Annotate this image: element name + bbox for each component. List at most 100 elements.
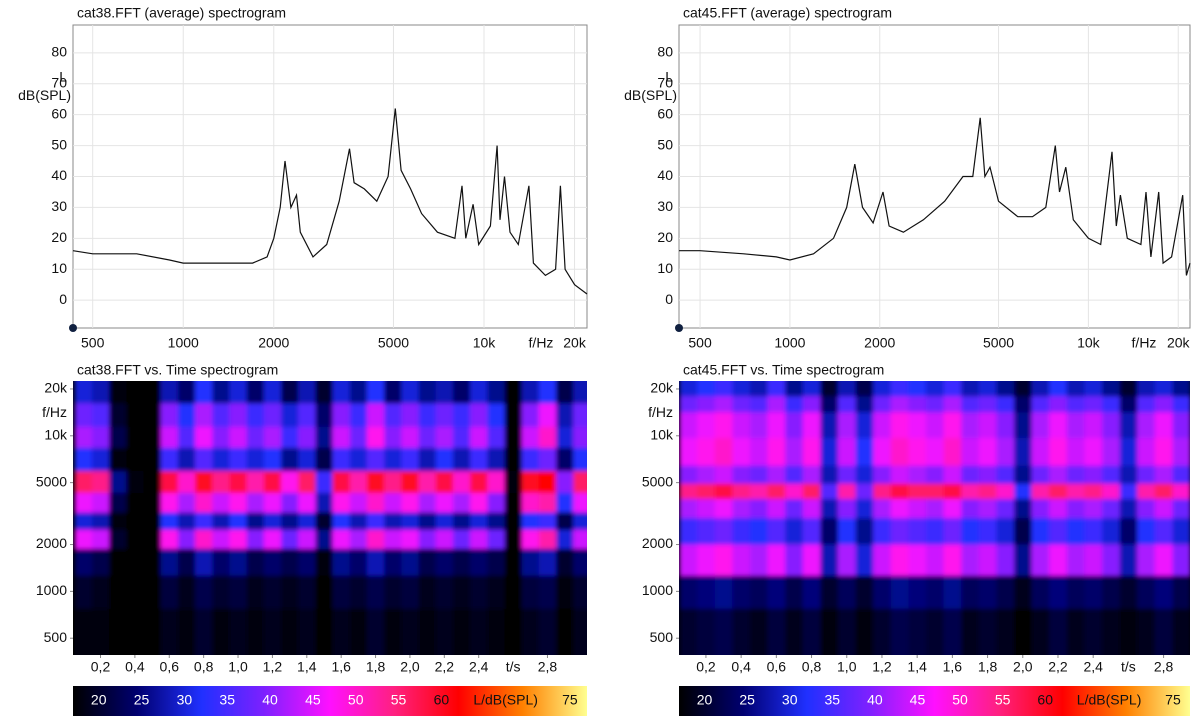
colorbar-tick-label: 25 (134, 692, 150, 708)
heatmap-cell (802, 396, 821, 413)
heatmap-cell (1154, 498, 1173, 519)
heatmap-cell (1013, 575, 1033, 610)
heatmap-cell (487, 471, 505, 494)
heatmap-cell (315, 426, 334, 449)
heatmap-cell (177, 381, 196, 405)
heatmap-cell (195, 426, 213, 449)
heatmap-cell (908, 575, 927, 610)
heatmap-cell (1084, 575, 1103, 610)
heatmap-cell (996, 465, 1015, 485)
heatmap-cell (126, 575, 144, 610)
heatmap-cell (820, 518, 839, 546)
heatmap-cell (384, 548, 402, 576)
heatmap-cell (143, 529, 162, 550)
heatmap-cell (74, 529, 93, 550)
y-tick-label: 0 (665, 291, 673, 307)
heatmap-cell (978, 412, 997, 439)
heatmap-cell (908, 544, 927, 576)
heatmap-cell (996, 381, 1015, 397)
heatmap-cell (961, 575, 980, 610)
heatmap-cell (1049, 518, 1068, 546)
heatmap-cell (281, 403, 299, 428)
heatmap-cell (1031, 575, 1050, 610)
heatmap-cell (908, 483, 927, 500)
heatmap-cells (679, 381, 1190, 655)
heatmap-cell (470, 548, 488, 576)
heatmap-cell (109, 492, 127, 513)
heatmap-cell (749, 381, 769, 397)
heatmap-cell (1119, 483, 1138, 500)
heatmap-cell (109, 608, 127, 655)
heatmap-cell (298, 447, 316, 472)
heatmap-cell (246, 512, 265, 531)
heatmap-cell (1101, 608, 1121, 655)
heatmap-cell (366, 529, 385, 550)
heatmap-cell (366, 447, 385, 472)
heatmap-cell (1137, 437, 1156, 467)
heatmap-cell (1137, 608, 1156, 655)
heatmap-cell (504, 548, 523, 576)
colorbar-tick-label: 50 (952, 692, 968, 708)
heatmap-cell (195, 512, 213, 531)
heatmap-cell (732, 575, 751, 610)
heatmap-cell (281, 608, 299, 655)
heatmap-cell (714, 437, 733, 467)
heatmap-cell (996, 396, 1015, 413)
heatmap-cell (1119, 396, 1138, 413)
heatmap-cell (401, 403, 420, 428)
heatmap-cell (384, 575, 402, 610)
heatmap-cell (1084, 465, 1103, 485)
heatmap-cell (1119, 381, 1138, 397)
heatmap-cell (1119, 437, 1138, 467)
heatmap-cell (1101, 518, 1121, 546)
heatmap-cell (195, 471, 213, 494)
heatmap-cell (556, 575, 574, 610)
heatmap-cell (332, 426, 351, 449)
heatmap-cell (1154, 396, 1173, 413)
heatmap-cell (1013, 396, 1033, 413)
heatmap-cell (679, 381, 698, 397)
heatmap-cell (366, 548, 385, 576)
heatmap-cell (229, 512, 248, 531)
heatmap-cell (890, 437, 909, 467)
x-tick-label: 2,2 (435, 659, 455, 675)
heatmap-cell (435, 471, 454, 494)
heatmap-cell (487, 403, 505, 428)
heatmap-cell (855, 396, 874, 413)
heatmap-cell (470, 381, 488, 405)
heatmap-cell (573, 426, 587, 449)
heatmap-cell (229, 608, 248, 655)
heatmap-cell (212, 447, 230, 472)
y-tick-label: 500 (44, 629, 68, 645)
heatmap-cell (1049, 575, 1068, 610)
heatmap-cell (126, 608, 144, 655)
colorbar-tick-label: 45 (305, 692, 321, 708)
heatmap-cell (556, 447, 574, 472)
colorbar-tick-label: 35 (219, 692, 235, 708)
heatmap-cell (229, 492, 248, 513)
heatmap-cell (470, 426, 488, 449)
heatmap-cell (109, 529, 127, 550)
heatmap-cell (229, 548, 248, 576)
y-tick-label: 20k (650, 380, 674, 396)
colorbar-tick-label: 30 (177, 692, 193, 708)
heatmap-cell (384, 471, 402, 494)
heatmap-cell (837, 608, 857, 655)
heatmap-cell (1031, 518, 1050, 546)
heatmap-blur (74, 381, 587, 655)
heatmap-cell (802, 437, 821, 467)
heatmap-cell (1101, 381, 1121, 397)
heatmap-cell (556, 381, 574, 405)
heatmap-cell (160, 426, 179, 449)
colorbar-tick-label: 60 (1037, 692, 1053, 708)
heatmap-cell (996, 518, 1015, 546)
heatmap-cell (855, 575, 874, 610)
origin-marker (675, 324, 683, 332)
heatmap-cell (538, 447, 557, 472)
heatmap-cell (487, 529, 505, 550)
heatmap-cell (1101, 575, 1121, 610)
heatmap-cell (908, 518, 927, 546)
heatmap-cell (1013, 518, 1033, 546)
heatmap-cell (418, 548, 437, 576)
heatmap-cell (1049, 498, 1068, 519)
